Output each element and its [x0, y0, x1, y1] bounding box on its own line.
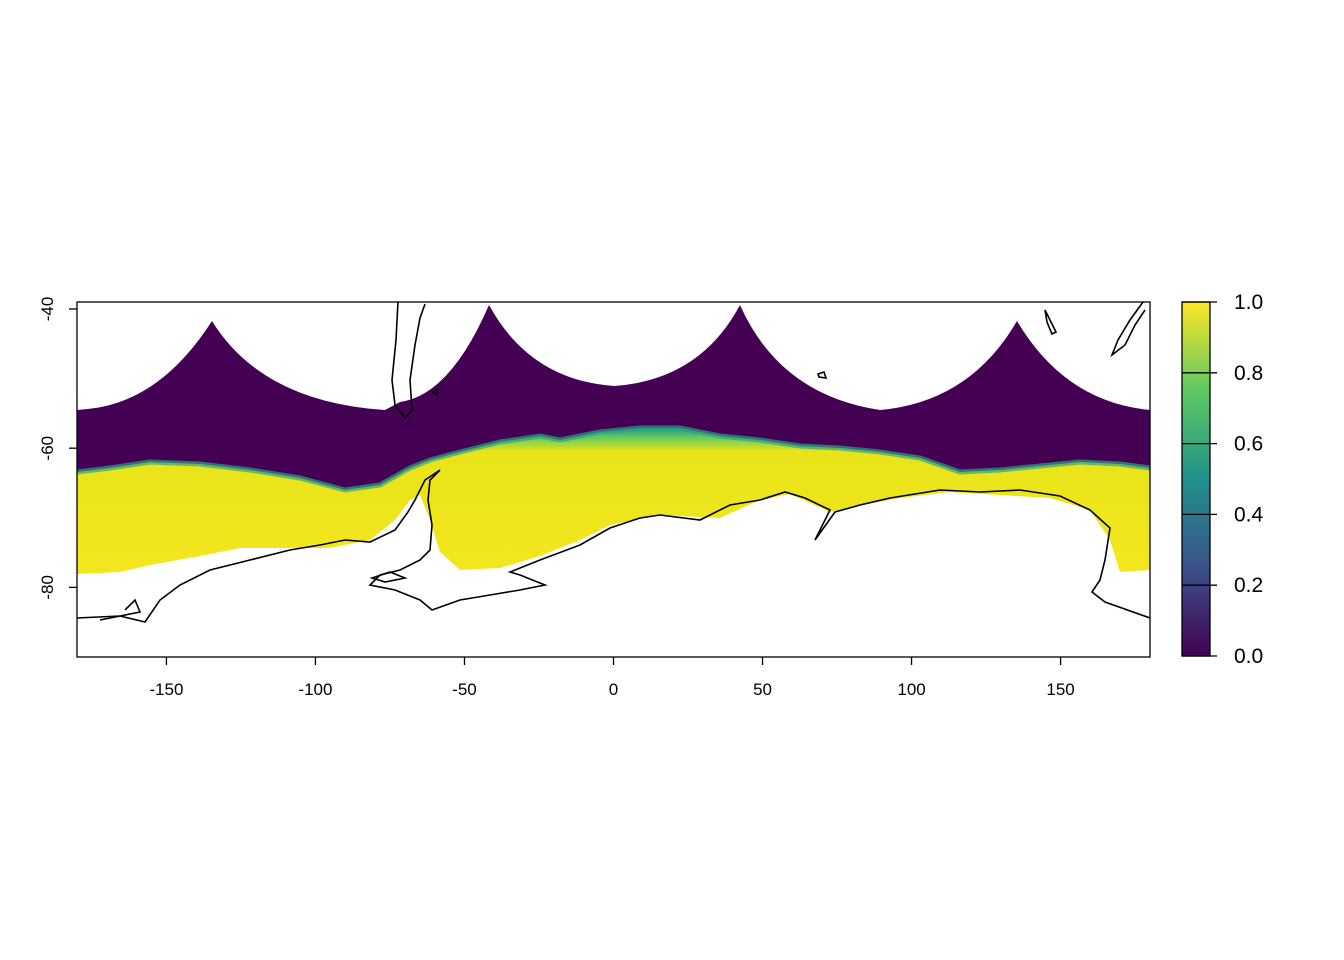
- x-tick-label: 150: [1046, 680, 1074, 699]
- new-zealand-coastline: [1110, 302, 1146, 358]
- x-tick-label: 100: [897, 680, 925, 699]
- south-america-coastline: [391, 302, 426, 420]
- open-ocean-area: [77, 305, 1150, 490]
- y-axis: -40 -60 -80: [38, 297, 77, 600]
- macquarie-island: [1044, 309, 1058, 336]
- y-tick-label: -60: [38, 436, 57, 461]
- colorbar-tick-label: 1.0: [1234, 291, 1263, 314]
- kerguelen-island: [816, 370, 828, 379]
- x-tick-label: 50: [753, 680, 772, 699]
- x-tick-label: 0: [609, 680, 618, 699]
- map-panel: [77, 302, 1150, 623]
- y-tick-label: -80: [38, 575, 57, 600]
- colorbar-tick-label: 0.6: [1234, 433, 1263, 456]
- colorbar-tick-label: 0.2: [1234, 574, 1263, 597]
- weddell-islands-coast: [369, 571, 408, 583]
- south-georgia-island: [431, 388, 440, 397]
- ross-ice-coast: [99, 598, 142, 621]
- x-tick-label: -150: [149, 680, 183, 699]
- colorbar: [1181, 301, 1211, 657]
- x-tick-label: -50: [452, 680, 477, 699]
- colorbar-legend: 0.0 0.2 0.4 0.6 0.8 1.0: [1181, 291, 1264, 668]
- x-tick-label: -100: [298, 680, 332, 699]
- ice-edge-line: [77, 425, 1150, 493]
- colorbar-tick-label: 0.8: [1234, 362, 1263, 385]
- colorbar-ticks: 0.0 0.2 0.4 0.6 0.8 1.0: [1182, 291, 1264, 668]
- y-tick-label: -40: [38, 297, 57, 322]
- coastlines: [77, 302, 1150, 623]
- colorbar-tick-label: 0.0: [1234, 645, 1263, 668]
- antarctica-coastline-west: [77, 469, 441, 623]
- x-axis: -150 -100 -50 0 50 100 150: [149, 657, 1075, 699]
- sea-ice-area[interactable]: [77, 428, 1150, 574]
- colorbar-tick-label: 0.4: [1234, 503, 1264, 526]
